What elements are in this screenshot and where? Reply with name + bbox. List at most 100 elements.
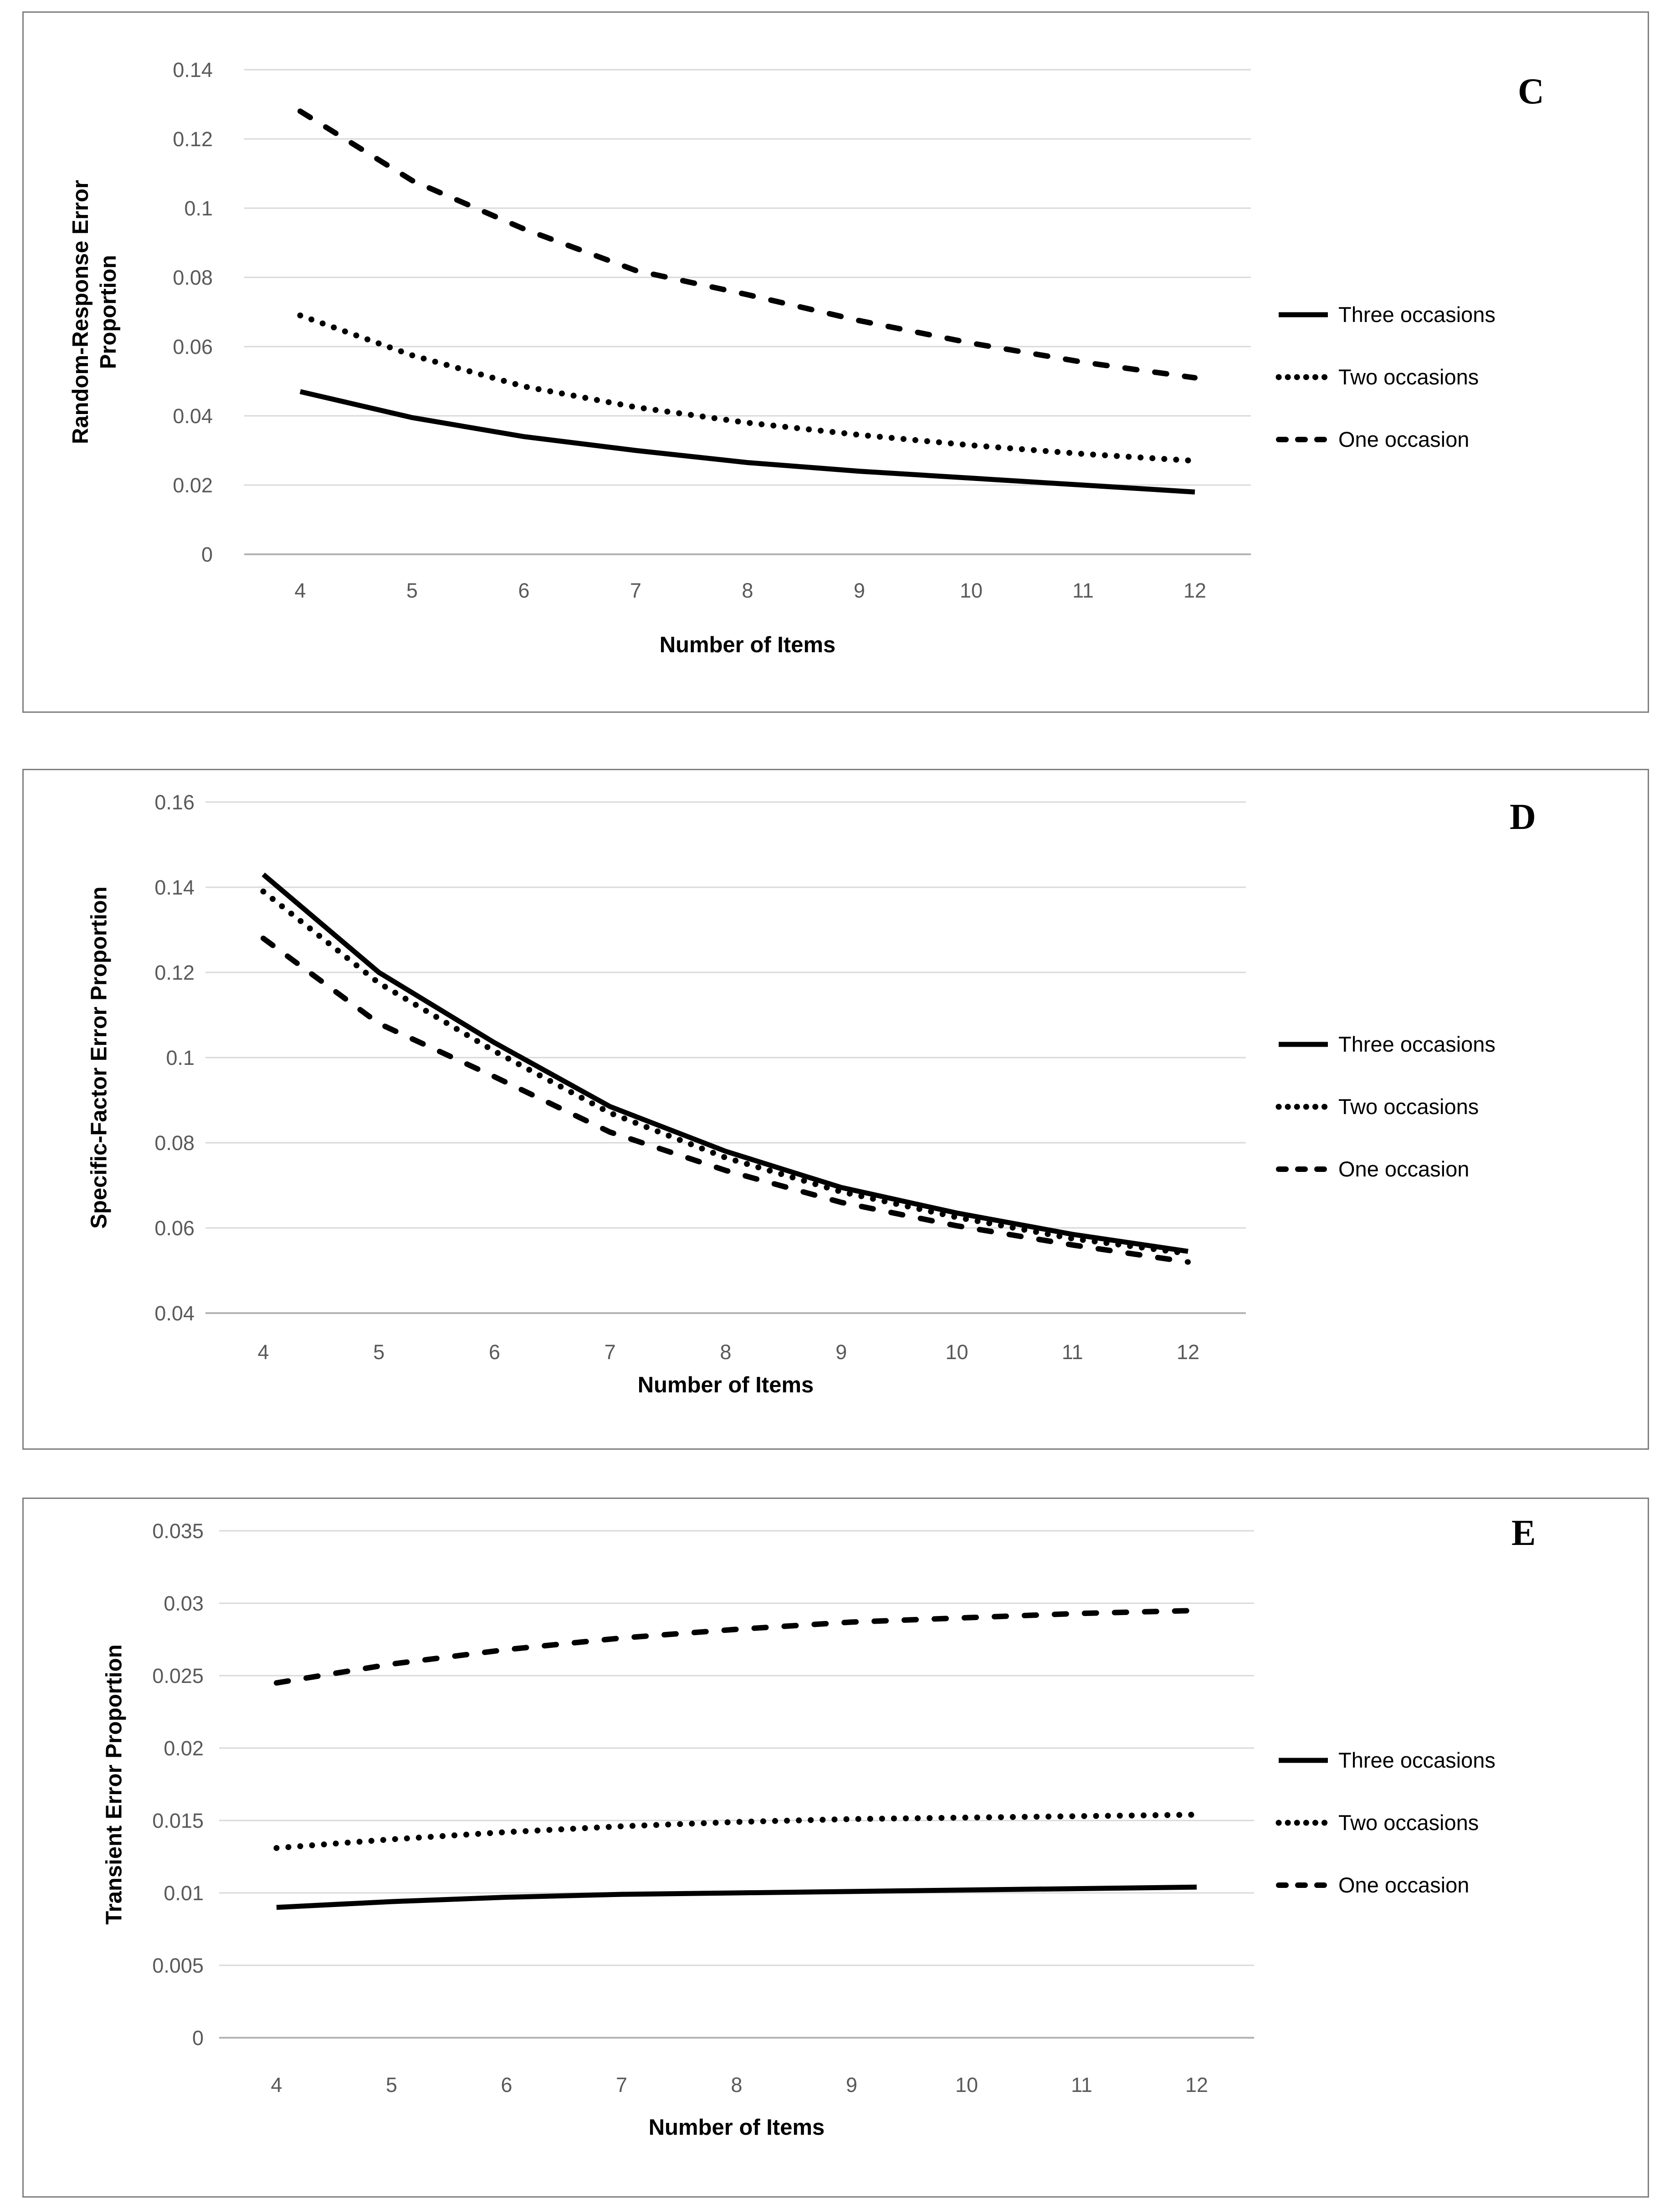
x-tick-label: 11 [1072,579,1094,602]
legend-dashed-line-icon [1276,1166,1331,1172]
legend-label: One occasion [1338,1157,1470,1181]
legend-dotted-line-icon [1275,1104,1331,1110]
legend-label: One occasion [1338,1873,1470,1897]
y-axis-title: Transient Error Proportion [100,1644,128,1924]
legend-item: Three occasions [1275,1729,1496,1791]
x-tick-label: 10 [945,1340,968,1364]
legend: Three occasions Two occasions One occasi… [1275,1013,1496,1200]
legend-item: Three occasions [1275,1013,1496,1075]
x-tick-label: 11 [1062,1340,1083,1364]
legend-label: One occasion [1338,427,1470,451]
y-tick-label: 0.1 [184,197,213,220]
x-tick-label: 12 [1185,2073,1208,2097]
y-tick-label: 0.14 [173,58,213,82]
y-tick-label: 0.16 [154,791,195,814]
x-tick-label: 9 [846,2073,857,2097]
x-tick-label: 8 [742,579,753,602]
y-tick-label: 0.06 [154,1217,195,1240]
x-tick-label: 6 [518,579,529,602]
legend-solid-line-icon [1279,312,1328,317]
panel-letter: C [1518,72,1544,112]
y-axis-title-line: Transient Error Proportion [102,1644,127,1925]
series-line-dotted [260,888,1191,1257]
x-tick-label: 7 [616,2073,627,2097]
y-tick-label: 0.1 [166,1046,195,1069]
x-tick-label: 5 [386,2073,397,2097]
y-tick-label: 0.015 [152,1809,204,1832]
legend-label: Two occasions [1338,365,1479,389]
chart-e-plot: 0.035 0.03 0.025 0.02 0.015 0.01 0.005 0 4 5 6 7 8 9 1… [152,1519,1254,2097]
series-line-dashed [261,936,1191,1265]
legend-label: Two occasions [1338,1810,1479,1835]
legend-label: Three occasions [1338,1748,1496,1772]
x-tick-label: 8 [720,1340,731,1364]
legend: Three occasions Two occasions One occasi… [1275,1729,1496,1916]
legend-item: Three occasions [1275,283,1496,346]
x-tick-label: 7 [630,579,641,602]
x-tick-label: 11 [1071,2073,1092,2097]
series-line-solid [261,872,1188,1254]
legend-label: Three occasions [1338,302,1496,327]
panel-d: 0.16 0.14 0.12 0.1 0.08 0.06 0.04 4 5 6 7 8 9 10 11 12 … [22,769,1649,1450]
y-axis-title: Random-Response Error Proportion [67,180,123,444]
legend-item: One occasion [1275,408,1496,470]
legend-item: Two occasions [1275,1075,1496,1138]
x-tick-label: 5 [373,1340,384,1364]
legend-dashed-line-icon [1276,1882,1331,1888]
panel-e: 0.035 0.03 0.025 0.02 0.015 0.01 0.005 0 4 5 6 7 8 9 1… [22,1498,1649,2198]
y-tick-label: 0 [201,543,213,566]
series-line-dotted [297,312,1198,464]
y-tick-label: 0.02 [164,1737,204,1760]
y-tick-label: 0.12 [154,961,195,984]
y-tick-label: 0.12 [173,128,213,151]
y-axis-title-line: Proportion [96,255,121,369]
x-tick-label: 5 [406,579,418,602]
y-tick-label: 0.035 [152,1519,204,1543]
series-line-dashed [274,1607,1199,1686]
legend-dashed-line-icon [1276,436,1331,442]
series-line-solid [276,1884,1197,1910]
legend-item: One occasion [1275,1854,1496,1916]
y-axis-title-line: Specific-Factor Error Proportion [87,886,112,1229]
y-tick-label: 0.08 [154,1131,195,1155]
x-tick-label: 9 [835,1340,847,1364]
chart-c-plot: 0.14 0.12 0.1 0.08 0.06 0.04 0.02 0 4 5 6 7 8 9 10 11 12 [173,58,1251,602]
y-tick-label: 0.01 [164,1882,204,1905]
y-axis-title-line: Random-Response Error [68,180,93,444]
x-tick-label: 4 [257,1340,269,1364]
x-axis-title: Number of Items [659,633,836,657]
panel-letter: E [1511,1513,1536,1553]
panel-letter: D [1510,797,1536,837]
legend-dotted-line-icon [1275,1820,1331,1825]
series-line-solid [299,389,1195,495]
x-tick-label: 10 [960,579,983,602]
series-line-dashed [297,108,1198,381]
legend-label: Three occasions [1338,1032,1496,1056]
x-tick-label: 8 [731,2073,742,2097]
x-tick-label: 4 [271,2073,282,2097]
legend-dotted-line-icon [1275,374,1331,380]
x-axis-title: Number of Items [648,2115,825,2140]
chart-d-plot: 0.16 0.14 0.12 0.1 0.08 0.06 0.04 4 5 6 7 8 9 10 11 12 [154,791,1246,1364]
x-tick-label: 9 [854,579,865,602]
y-tick-label: 0.005 [152,1954,204,1977]
y-tick-label: 0.14 [154,876,195,899]
y-tick-label: 0.06 [173,335,213,358]
y-tick-label: 0.08 [173,266,213,289]
legend-item: Two occasions [1275,1791,1496,1854]
y-tick-label: 0.025 [152,1664,204,1687]
y-tick-label: 0 [192,2026,204,2050]
legend-solid-line-icon [1279,1042,1328,1047]
x-tick-label: 6 [489,1340,500,1364]
x-tick-label: 12 [1183,579,1206,602]
legend-solid-line-icon [1279,1758,1328,1763]
legend: Three occasions Two occasions One occasi… [1275,283,1496,470]
x-tick-label: 12 [1177,1340,1199,1364]
x-axis-title: Number of Items [637,1373,814,1397]
panel-c: 0.14 0.12 0.1 0.08 0.06 0.04 0.02 0 4 5 6 7 8 9 10 11 12… [22,11,1649,713]
y-tick-label: 0.04 [173,404,213,428]
y-tick-label: 0.04 [154,1302,195,1325]
x-tick-label: 4 [294,579,306,602]
series-line-dotted [273,1811,1200,1851]
